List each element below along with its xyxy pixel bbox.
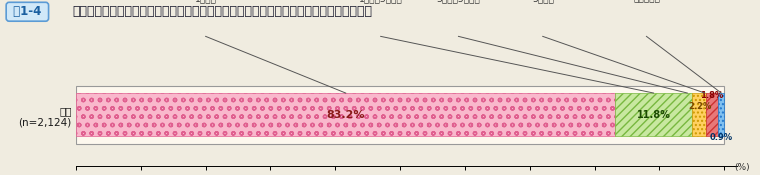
- Text: 一度も受講した
ことがない: 一度も受講した ことがない: [628, 0, 665, 3]
- Bar: [706, 93, 717, 136]
- Text: 公務員倫理に関する研修等に最後に参加してからどのくらいの期間が経過していますか。: 公務員倫理に関する研修等に最後に参加してからどのくらいの期間が経過していますか。: [72, 5, 372, 18]
- Bar: [76, 86, 724, 144]
- Text: 2.2%: 2.2%: [689, 102, 712, 111]
- Bar: [692, 93, 706, 136]
- Text: 1年未満: 1年未満: [195, 0, 217, 3]
- Text: 11.8%: 11.8%: [637, 110, 670, 120]
- Text: 5年以上: 5年以上: [532, 0, 554, 3]
- Bar: [616, 93, 692, 136]
- Text: 0.9%: 0.9%: [710, 133, 733, 142]
- Text: 3年以上5年未満: 3年以上5年未満: [436, 0, 480, 3]
- Text: (%): (%): [734, 163, 749, 172]
- Text: 1.8%: 1.8%: [700, 91, 724, 100]
- Text: 1年以上3年未満: 1年以上3年未満: [359, 0, 403, 3]
- Text: 83.2%: 83.2%: [326, 110, 365, 120]
- Text: 図1-4: 図1-4: [9, 5, 46, 18]
- Bar: [717, 93, 724, 136]
- Bar: [76, 93, 616, 136]
